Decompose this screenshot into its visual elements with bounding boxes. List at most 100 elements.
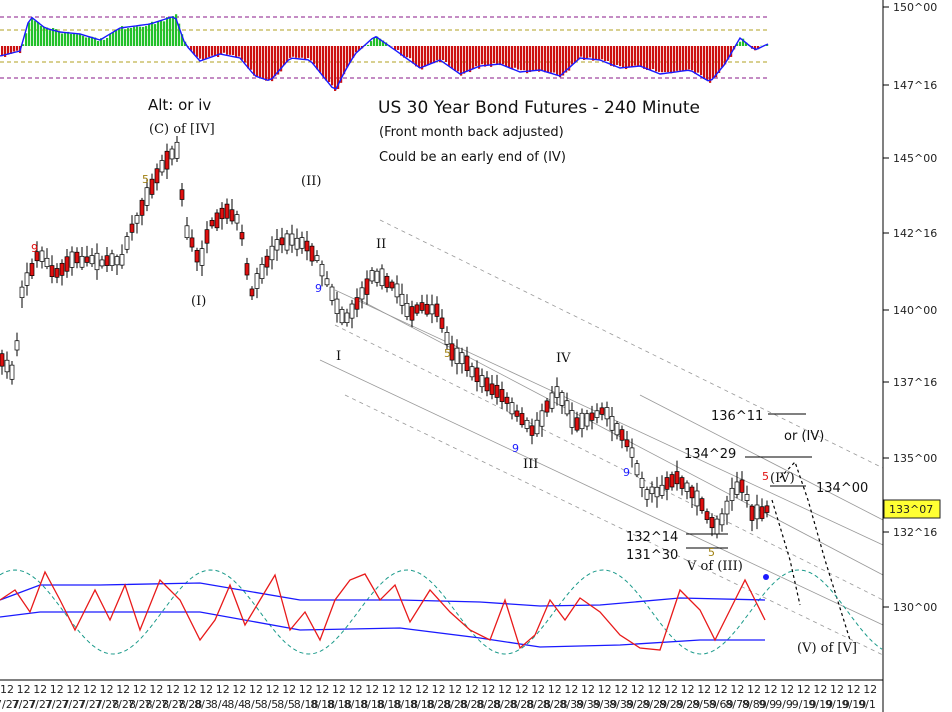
momentum-bar: [493, 46, 496, 64]
momentum-bar: [277, 46, 280, 75]
candle-body: [39, 250, 45, 262]
x-tick-hour: 12: [232, 683, 246, 696]
momentum-bar: [211, 46, 214, 56]
x-tick-date: 8/89: [742, 698, 767, 711]
x-tick-date: 8/28: [443, 698, 468, 711]
momentum-bar: [28, 22, 31, 46]
candle-body: [634, 463, 640, 476]
momentum-bar: [115, 30, 118, 46]
candle-body: [474, 367, 480, 383]
x-tick-hour: 12: [382, 683, 396, 696]
x-tick-date: 7/28: [161, 698, 186, 711]
candle-body: [674, 471, 680, 485]
candle-body: [564, 400, 570, 415]
momentum-bar: [592, 46, 595, 61]
momentum-bar: [298, 46, 301, 58]
x-tick-hour: 12: [398, 683, 412, 696]
count-label-9b: 9: [315, 282, 322, 295]
x-tick-date: 7/27: [0, 698, 20, 711]
candle-body: [179, 189, 185, 200]
candle-body: [584, 413, 590, 427]
momentum-bar: [193, 46, 196, 55]
price-candles: [0, 135, 770, 539]
momentum-bar: [532, 46, 535, 71]
momentum-bar: [103, 39, 106, 46]
x-tick-date: 7/27: [61, 698, 86, 711]
x-tick-date: 8/5: [261, 698, 279, 711]
y-tick-label: 147^16: [893, 79, 937, 92]
momentum-bar: [658, 46, 661, 72]
candle-body: [419, 302, 425, 311]
x-tick-hour: 12: [714, 683, 728, 696]
x-tick-date: 8/5: [277, 698, 295, 711]
momentum-bar: [472, 46, 475, 69]
candle-body: [739, 479, 745, 493]
momentum-bar: [265, 46, 268, 81]
wave-label-iii: III: [523, 457, 538, 472]
momentum-bar: [415, 46, 418, 67]
candle-body: [659, 484, 665, 496]
momentum-bar: [724, 46, 727, 65]
candle-body: [269, 245, 275, 261]
candle-body: [69, 251, 75, 268]
x-tick-hour: 12: [730, 683, 744, 696]
momentum-bar: [58, 31, 61, 46]
momentum-bar: [550, 46, 553, 73]
momentum-bar: [454, 46, 457, 71]
candle-body: [84, 256, 90, 263]
candle-body: [119, 254, 125, 266]
momentum-bar: [583, 46, 586, 61]
momentum-bar: [145, 26, 148, 46]
momentum-bar: [463, 46, 466, 74]
x-tick-date: 8/3: [194, 698, 212, 711]
x-tick-hour: 12: [199, 683, 213, 696]
candle-body: [74, 251, 80, 264]
momentum-bar: [52, 27, 55, 46]
momentum-bar: [349, 46, 352, 63]
momentum-bar: [94, 37, 97, 46]
candle-body: [399, 293, 405, 306]
momentum-bar: [136, 26, 139, 46]
candle-body: [199, 248, 205, 266]
momentum-bar: [190, 46, 193, 51]
momentum-bar: [556, 46, 559, 76]
momentum-bar: [574, 46, 577, 63]
wave-label-alt: Alt: or iv: [148, 96, 211, 114]
candle-body: [174, 141, 180, 159]
x-tick-hour: 12: [17, 683, 31, 696]
momentum-bar: [214, 46, 217, 56]
candle-body: [144, 187, 150, 206]
x-tick-date: 7/27: [45, 698, 70, 711]
momentum-bar: [175, 14, 178, 46]
candle-body: [104, 255, 110, 266]
x-tick-date: 8/28: [526, 698, 551, 711]
x-tick-hour: 12: [813, 683, 827, 696]
momentum-bar: [496, 46, 499, 64]
candle-body: [459, 352, 465, 365]
x-tick-date: 8/28: [510, 698, 535, 711]
momentum-bar: [742, 38, 745, 46]
candle-body: [514, 410, 520, 417]
x-tick-hour: 12: [133, 683, 147, 696]
candle-body: [624, 439, 630, 448]
momentum-bar: [499, 46, 502, 66]
x-tick-date: 8/18: [310, 698, 335, 711]
momentum-bar: [355, 46, 358, 53]
candle-body: [629, 447, 635, 458]
candle-body: [569, 410, 575, 428]
x-tick-date: 7/28: [111, 698, 136, 711]
x-tick-date: 9/19: [792, 698, 817, 711]
x-tick-hour: 12: [847, 683, 861, 696]
candle-body: [364, 278, 370, 295]
momentum-bar: [637, 46, 640, 66]
candle-body: [169, 148, 175, 160]
candle-body: [444, 332, 450, 345]
oscillator-dot: [763, 574, 769, 580]
momentum-bar: [397, 46, 400, 51]
candle-body: [149, 178, 155, 195]
candle-body: [434, 303, 440, 317]
momentum-bar: [235, 46, 238, 58]
x-tick-hour: 12: [100, 683, 114, 696]
momentum-bar: [106, 37, 109, 46]
momentum-bar: [625, 46, 628, 70]
